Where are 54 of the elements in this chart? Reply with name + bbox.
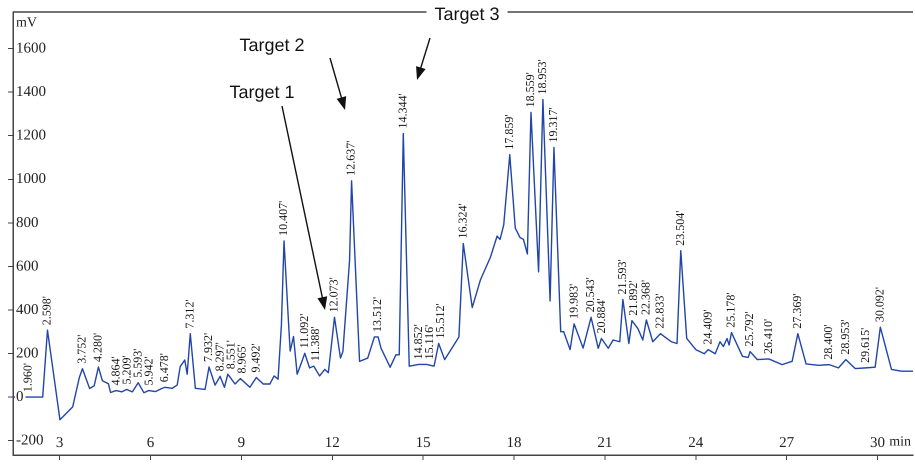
y-tick-label: 400 xyxy=(16,302,38,318)
annotation: 2.598' xyxy=(40,296,54,326)
y-tick-label: 1600 xyxy=(16,40,46,57)
x-axis-title: min xyxy=(889,434,911,450)
y-tick-label: 0 xyxy=(16,389,24,406)
annotation: 3.752' xyxy=(74,334,89,364)
x-tick-label: 12 xyxy=(324,434,340,451)
y-tick-label: 600 xyxy=(16,258,38,274)
x-tick-label: 30 xyxy=(870,434,886,451)
annotation: 29.615' xyxy=(858,328,872,363)
annotation: 19.317' xyxy=(546,107,560,142)
annotation: 7.312' xyxy=(182,300,196,329)
x-tick-label: 15 xyxy=(416,434,431,451)
annotation: 27.369' xyxy=(790,294,804,329)
x-tick-label: 21 xyxy=(597,434,612,451)
annotation: 17.859' xyxy=(502,114,516,150)
annotation: Target 3 xyxy=(434,4,500,24)
x-tick-label: 24 xyxy=(688,434,704,451)
annotation: Target 2 xyxy=(239,34,305,55)
annotation: 28.953' xyxy=(838,319,852,355)
x-tick-label: 6 xyxy=(146,434,155,451)
y-tick-label: 1200 xyxy=(16,128,46,144)
annotation: 19.983' xyxy=(566,284,580,319)
annotation: 22.833' xyxy=(652,294,667,329)
annotation: 25.178' xyxy=(724,292,738,328)
y-axis-title: mV xyxy=(16,16,37,31)
annotation: 26.410' xyxy=(760,318,775,354)
annotation: 6.478' xyxy=(157,353,172,382)
annotation: 16.324' xyxy=(455,203,470,239)
y-tick-label: 200 xyxy=(16,345,38,362)
y-tick-label: -200 xyxy=(16,432,44,449)
annotation: 22.368' xyxy=(638,280,653,315)
y-tick-label: 1400 xyxy=(16,84,46,100)
annotation: 4.280' xyxy=(90,332,105,362)
annotation: 23.504' xyxy=(672,210,687,246)
x-tick-label: 3 xyxy=(56,434,64,451)
y-tick-label: 800 xyxy=(16,214,38,231)
y-tick-label: 1000 xyxy=(16,171,46,188)
annotation: 28.400' xyxy=(821,324,836,360)
annotation: 30.092' xyxy=(872,286,886,322)
annotation: 13.512' xyxy=(370,296,384,332)
annotation: 12.073' xyxy=(326,277,341,312)
annotation: Target 1 xyxy=(229,82,295,102)
annotation: 18.559' xyxy=(523,72,538,108)
annotation: 18.953' xyxy=(535,59,550,95)
annotation: 12.637' xyxy=(344,140,358,176)
x-tick-label: 9 xyxy=(238,434,246,451)
annotation: 25.792' xyxy=(742,311,756,347)
annotation: 24.409' xyxy=(700,309,714,345)
annotation: 9.492' xyxy=(248,343,262,372)
x-tick-label: 18 xyxy=(506,434,522,451)
x-tick-label: 27 xyxy=(779,434,795,451)
annotation: 10.407' xyxy=(276,200,290,236)
annotation: 14.344' xyxy=(395,93,410,129)
